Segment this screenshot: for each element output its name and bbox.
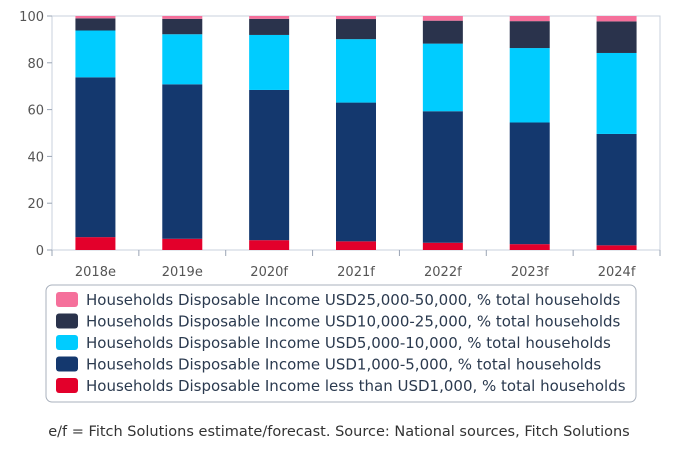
legend-label: Households Disposable Income USD5,000-10…	[86, 334, 611, 352]
bar-segment-2022f-series-4[interactable]	[422, 20, 463, 44]
bar-segment-2018e-series-3[interactable]	[75, 30, 116, 78]
x-tick-label-2020f: 2020f	[250, 265, 288, 280]
bar-segment-2019e-series-5[interactable]	[162, 16, 203, 19]
bar-segment-2021f-series-2[interactable]	[336, 102, 376, 242]
bar-segment-2024f-series-4[interactable]	[596, 21, 637, 53]
bar-segment-2024f-series-1[interactable]	[596, 245, 637, 250]
bar-segment-2021f-series-3[interactable]	[336, 39, 376, 103]
legend-item[interactable]: Households Disposable Income USD25,000-5…	[56, 291, 621, 309]
legend-label: Households Disposable Income USD25,000-5…	[86, 291, 621, 309]
chart-footnote: e/f = Fitch Solutions estimate/forecast.…	[48, 424, 630, 440]
bar-segment-2022f-series-3[interactable]	[422, 43, 463, 112]
legend-swatch	[56, 356, 78, 372]
bar-segment-2020f-series-5[interactable]	[249, 16, 290, 19]
bar-segment-2018e-series-4[interactable]	[75, 18, 116, 31]
legend-label: Households Disposable Income less than U…	[86, 377, 626, 395]
x-tick-label-2022f: 2022f	[424, 265, 462, 280]
bar-segment-2020f-series-4[interactable]	[249, 18, 290, 35]
legend-box	[45, 284, 637, 403]
legend-swatch	[56, 292, 78, 307]
y-tick-label: 40	[27, 150, 44, 165]
legend-item[interactable]: Households Disposable Income USD10,000-2…	[56, 313, 621, 331]
bar-segment-2021f-series-1[interactable]	[336, 241, 376, 250]
bar-segment-2024f-series-3[interactable]	[596, 52, 637, 134]
y-axis: 0 20 40 60 80 100	[19, 10, 52, 259]
legend: Households Disposable Income USD25,000-5…	[45, 284, 637, 403]
bar-segment-2023f-series-5[interactable]	[509, 16, 550, 22]
x-axis: 2018e 2019e 2020f 2021f 2022f 2023f 2024f	[51, 250, 661, 280]
y-tick-label: 60	[27, 104, 44, 119]
x-tick-label-2019e: 2019e	[162, 265, 203, 280]
legend-item[interactable]: Households Disposable Income USD5,000-10…	[56, 334, 611, 352]
legend-item[interactable]: Households Disposable Income USD1,000-5,…	[56, 356, 601, 374]
bar-segment-2023f-series-1[interactable]	[509, 244, 550, 250]
bar-segment-2023f-series-4[interactable]	[509, 21, 550, 49]
bar-segment-2024f-series-2[interactable]	[596, 133, 637, 246]
bar-segment-2019e-series-2[interactable]	[162, 84, 203, 239]
legend-item[interactable]: Households Disposable Income less than U…	[56, 377, 626, 395]
bar-segment-2018e-series-2[interactable]	[75, 77, 116, 238]
bar-segment-2022f-series-5[interactable]	[422, 16, 463, 21]
bar-segment-2020f-series-2[interactable]	[249, 89, 290, 241]
bar-segment-2022f-series-1[interactable]	[422, 242, 463, 250]
y-tick-label: 100	[19, 10, 44, 25]
bar-segment-2019e-series-1[interactable]	[162, 238, 203, 250]
bars-layer	[75, 16, 637, 250]
bar-segment-2023f-series-3[interactable]	[509, 48, 550, 123]
bar-segment-2018e-series-1[interactable]	[75, 237, 116, 250]
bar-segment-2020f-series-3[interactable]	[249, 34, 290, 90]
bar-segment-2020f-series-1[interactable]	[249, 240, 290, 250]
legend-label: Households Disposable Income USD1,000-5,…	[86, 356, 601, 374]
bar-segment-2018e-series-5[interactable]	[75, 16, 116, 19]
x-tick-label-2024f: 2024f	[598, 265, 636, 280]
x-tick-label-2023f: 2023f	[511, 265, 549, 280]
x-tick-label-2018e: 2018e	[75, 265, 116, 280]
bar-segment-2019e-series-4[interactable]	[162, 18, 203, 35]
bar-segment-2019e-series-3[interactable]	[162, 34, 203, 85]
bar-segment-2023f-series-2[interactable]	[509, 122, 550, 245]
bar-segment-2021f-series-4[interactable]	[336, 19, 376, 40]
x-tick-label-2021f: 2021f	[337, 265, 375, 280]
legend-label: Households Disposable Income USD10,000-2…	[86, 313, 621, 331]
legend-swatch	[56, 313, 78, 329]
bar-segment-2021f-series-5[interactable]	[336, 16, 376, 20]
bar-segment-2022f-series-2[interactable]	[422, 111, 463, 243]
y-tick-label: 20	[27, 197, 44, 212]
legend-swatch	[56, 378, 78, 393]
legend-swatch	[56, 335, 78, 350]
y-tick-label: 0	[36, 244, 44, 259]
y-tick-label: 80	[27, 57, 44, 72]
bar-segment-2024f-series-5[interactable]	[596, 16, 637, 22]
